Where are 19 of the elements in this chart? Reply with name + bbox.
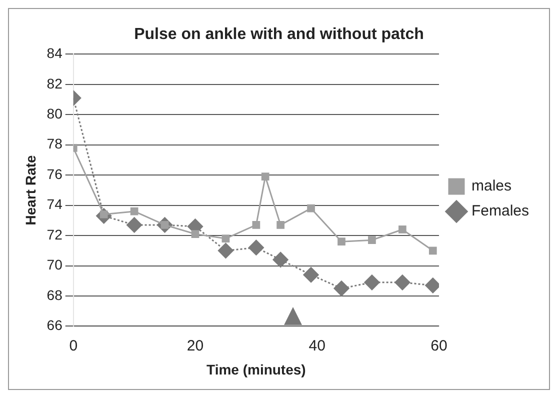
- legend-label: males: [471, 178, 512, 195]
- y-tick-label: 76: [46, 166, 63, 182]
- x-axis-title: Time (minutes): [206, 361, 306, 378]
- y-axis-title: Heart Rate: [22, 154, 38, 226]
- x-tick-label: 0: [69, 337, 78, 354]
- y-tick-label: 80: [46, 106, 63, 122]
- legend-label: Females: [471, 202, 530, 220]
- x-tick-label: 40: [308, 337, 326, 354]
- y-tick-label: 82: [46, 75, 63, 92]
- x-tick-label: 20: [186, 337, 204, 354]
- y-tick-label: 66: [46, 317, 63, 334]
- y-tick-label: 74: [46, 196, 63, 212]
- y-tick-label: 84: [46, 45, 63, 62]
- x-tick-label: 60: [430, 337, 448, 354]
- y-tick-label: 72: [46, 226, 63, 242]
- chart-title: Pulse on ankle with and without patch: [134, 26, 424, 44]
- y-tick-label: 68: [46, 286, 63, 303]
- y-tick-label: 78: [46, 136, 63, 152]
- y-tick-label: 70: [46, 256, 63, 273]
